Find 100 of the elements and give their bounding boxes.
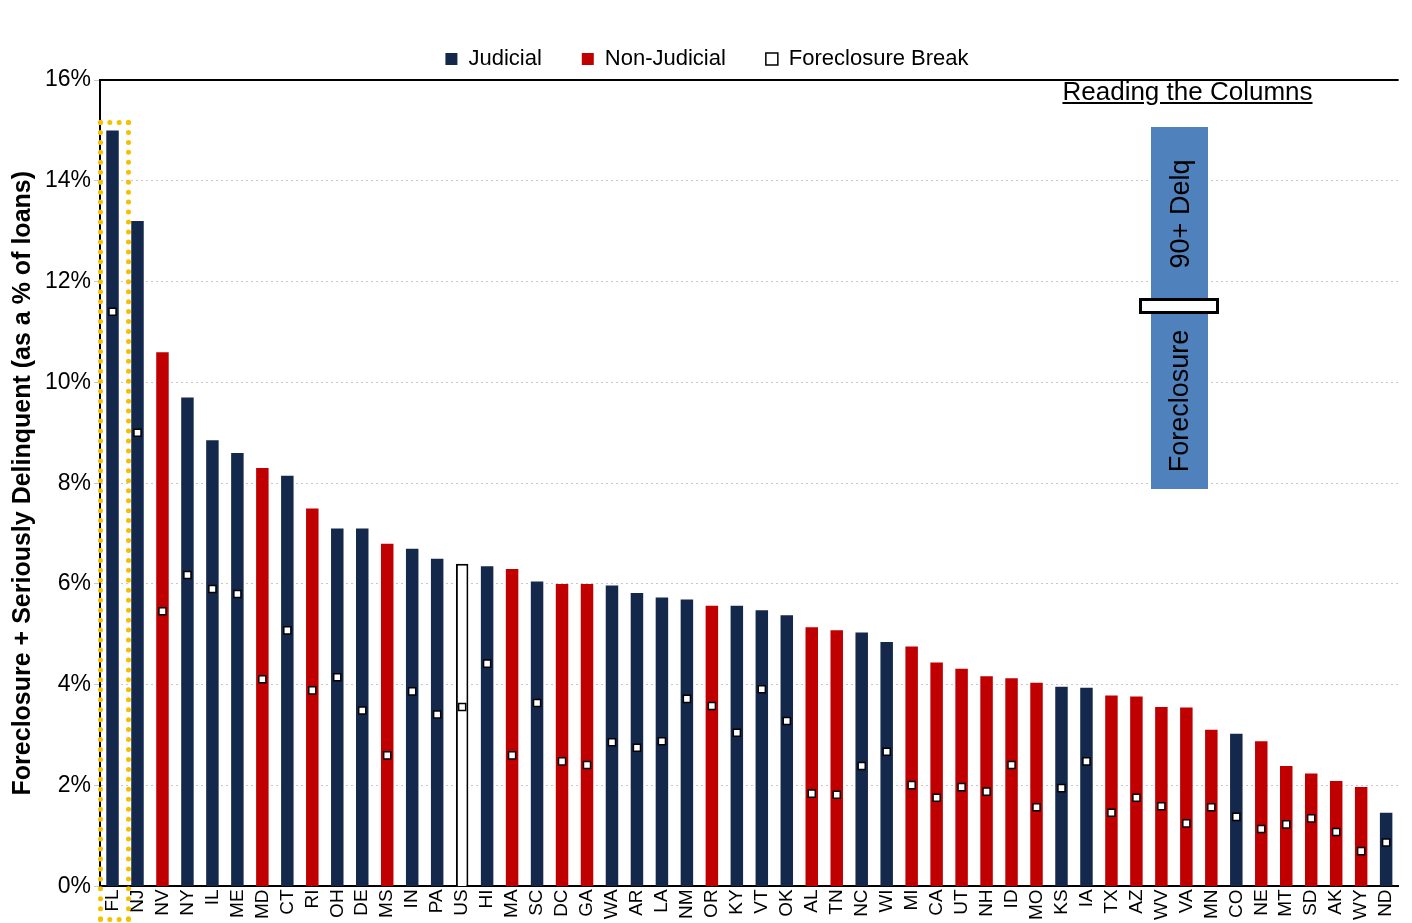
bar [306,508,319,886]
y-tick-label: 14% [44,166,92,193]
point [1306,814,1316,823]
x-tick-label: SC [525,889,547,916]
point [407,687,417,696]
bar [1080,687,1093,886]
bar [1005,678,1018,886]
bar [905,646,918,886]
bar [1055,686,1068,886]
bar [555,584,569,886]
point [857,761,866,771]
x-tick-label: ID [999,889,1021,909]
bar [1180,707,1193,886]
point [982,787,991,796]
x-tick-label: MN [1199,889,1221,919]
bar [231,452,244,886]
point [158,606,167,616]
point [532,698,542,708]
point [607,737,617,747]
bar [605,585,619,886]
bar [206,440,219,886]
bar [580,584,594,886]
bar [855,632,868,886]
point [1281,820,1291,829]
bar [780,615,794,886]
point [1107,808,1116,818]
y-tick-label: 0% [57,871,92,898]
y-tick-label: 16% [44,65,92,92]
x-tick-label: VA [1174,889,1196,914]
x-tick-label: UT [949,889,971,915]
x-tick-label: OR [700,889,722,918]
bar [655,597,669,886]
x-tick-label: LA [650,889,672,913]
x-tick-label: MS [375,889,397,918]
bar [530,581,544,886]
point [1032,802,1041,812]
bar [1030,682,1043,886]
x-tick-label: AZ [1124,889,1146,914]
x-tick-label: KS [1049,889,1071,915]
bar [830,630,843,886]
bar [955,668,968,886]
x-tick-label: CO [1224,889,1246,918]
point [133,428,142,438]
y-tick-label: 2% [57,770,92,797]
x-tick-label: PA [425,889,447,914]
bar [1105,695,1118,886]
annotation: 90+ Delq [1164,158,1194,270]
point [208,584,217,594]
y-tick-label: 6% [57,569,92,596]
x-tick-label: IL [200,889,222,906]
point [807,789,817,798]
bar [880,641,893,886]
point [907,780,916,790]
x-tick-label: NH [974,889,996,917]
x-tick-label: MI [899,889,921,911]
point [732,728,742,737]
x-tick-label: MD [250,889,272,919]
x-tick-label: NV [150,889,172,916]
bar [630,593,644,886]
point [1057,783,1066,793]
x-tick-label: WI [874,889,896,913]
point [682,694,692,704]
bar [1304,773,1318,886]
y-axis-title: Foreclosure + Seriously Delinquent (as a % of loans) [6,170,35,796]
point [1132,793,1141,802]
point [1356,846,1366,856]
bar [680,599,694,886]
bar [1329,781,1343,886]
x-tick-label: NM [675,889,697,919]
point [832,790,842,799]
point [1207,802,1216,812]
point [1232,812,1241,822]
x-tick-label: NC [849,889,871,917]
bar [1255,741,1268,886]
bar [405,548,419,886]
x-tick-label: IN [400,889,422,909]
point [183,570,192,580]
x-tick-label: DC [550,889,572,917]
bar [256,468,269,886]
bar [430,558,444,886]
point [1182,819,1191,828]
bar [805,627,818,886]
point [782,716,792,726]
bar [1230,733,1243,886]
bar [980,676,993,886]
x-tick-label: OK [775,889,797,917]
bar [331,528,344,886]
point [308,686,317,695]
bar [380,543,394,886]
x-tick-label: ME [225,889,247,918]
point [1082,757,1091,766]
x-tick-label: DE [350,889,372,916]
point [1256,824,1266,834]
point [1007,760,1016,770]
point [582,760,592,770]
x-tick-label: CT [275,889,297,915]
point [382,751,392,760]
point [432,710,442,719]
x-tick-label: AR [625,889,647,916]
x-tick-label: ND [1374,889,1396,917]
